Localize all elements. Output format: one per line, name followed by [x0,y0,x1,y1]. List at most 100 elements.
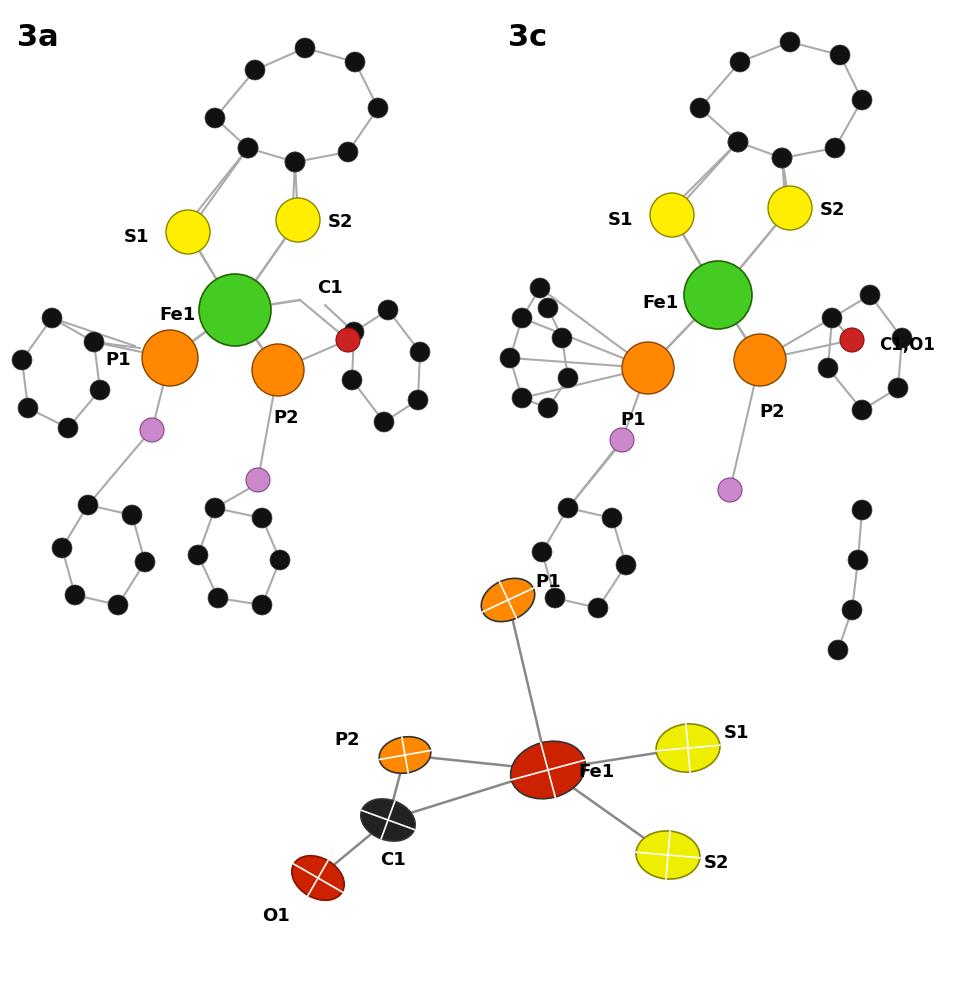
Text: S2: S2 [819,201,845,219]
Circle shape [822,308,842,328]
Text: C1: C1 [380,851,406,869]
Circle shape [345,52,365,72]
Circle shape [338,142,358,162]
Circle shape [860,285,880,305]
Circle shape [690,98,710,118]
Circle shape [558,368,578,388]
Circle shape [410,342,430,362]
Circle shape [368,98,388,118]
Text: S1: S1 [608,211,633,229]
Ellipse shape [379,737,431,774]
Text: S2: S2 [704,854,729,872]
Circle shape [848,550,868,570]
Circle shape [852,90,872,110]
Circle shape [142,330,198,386]
Text: S1: S1 [123,228,149,246]
Circle shape [344,322,364,342]
Circle shape [852,400,872,420]
Circle shape [892,328,912,348]
Text: P1: P1 [105,351,130,369]
Circle shape [52,538,72,558]
Circle shape [408,390,428,410]
Circle shape [650,193,694,237]
Text: O1: O1 [262,907,290,925]
Circle shape [538,398,558,418]
Circle shape [285,152,305,172]
Circle shape [840,328,864,352]
Circle shape [512,308,532,328]
Circle shape [238,138,258,158]
Circle shape [730,52,750,72]
Text: S2: S2 [327,213,353,231]
Text: C1: C1 [318,279,343,297]
Text: Fe1: Fe1 [578,763,614,781]
Circle shape [728,132,748,152]
Circle shape [500,348,520,368]
Circle shape [622,342,674,394]
Circle shape [336,328,360,352]
Circle shape [18,398,38,418]
Circle shape [818,358,838,378]
Circle shape [610,428,634,452]
Circle shape [238,138,258,158]
Text: 3a: 3a [18,23,59,52]
Text: P2: P2 [760,403,785,421]
Ellipse shape [636,831,700,879]
Circle shape [42,308,62,328]
Circle shape [188,545,208,565]
Circle shape [558,498,578,518]
Circle shape [205,108,225,128]
Circle shape [842,600,862,620]
Circle shape [830,45,850,65]
Circle shape [530,278,550,298]
Text: Fe1: Fe1 [642,294,678,312]
Circle shape [602,508,622,528]
Circle shape [768,186,812,230]
Text: C1,O1: C1,O1 [879,336,935,354]
Text: P2: P2 [273,409,299,427]
Text: P1: P1 [535,573,561,591]
Circle shape [734,334,786,386]
Circle shape [888,378,908,398]
Ellipse shape [481,579,535,622]
Ellipse shape [656,724,720,772]
Circle shape [374,412,394,432]
Text: P2: P2 [334,731,360,749]
Text: S1: S1 [723,724,749,742]
Circle shape [58,418,78,438]
Ellipse shape [511,741,585,799]
Circle shape [90,380,110,400]
Circle shape [852,500,872,520]
Circle shape [538,298,558,318]
Circle shape [84,332,104,352]
Text: 3c: 3c [509,23,548,52]
Circle shape [342,370,362,390]
Circle shape [252,344,304,396]
Text: P1: P1 [620,411,646,429]
Circle shape [780,32,800,52]
Circle shape [252,595,272,615]
Circle shape [108,595,128,615]
Ellipse shape [292,856,344,900]
Circle shape [12,350,32,370]
Circle shape [246,468,270,492]
Circle shape [295,38,315,58]
Circle shape [205,498,225,518]
Circle shape [588,598,608,618]
Circle shape [378,300,398,320]
Circle shape [208,588,228,608]
Circle shape [825,138,845,158]
Circle shape [285,152,305,172]
Circle shape [772,148,792,168]
Circle shape [166,210,210,254]
Circle shape [252,508,272,528]
Ellipse shape [361,799,416,841]
Circle shape [728,132,748,152]
Circle shape [135,552,155,572]
Circle shape [532,542,552,562]
Circle shape [245,60,265,80]
Circle shape [684,261,752,329]
Circle shape [772,148,792,168]
Circle shape [616,555,636,575]
Circle shape [140,418,164,442]
